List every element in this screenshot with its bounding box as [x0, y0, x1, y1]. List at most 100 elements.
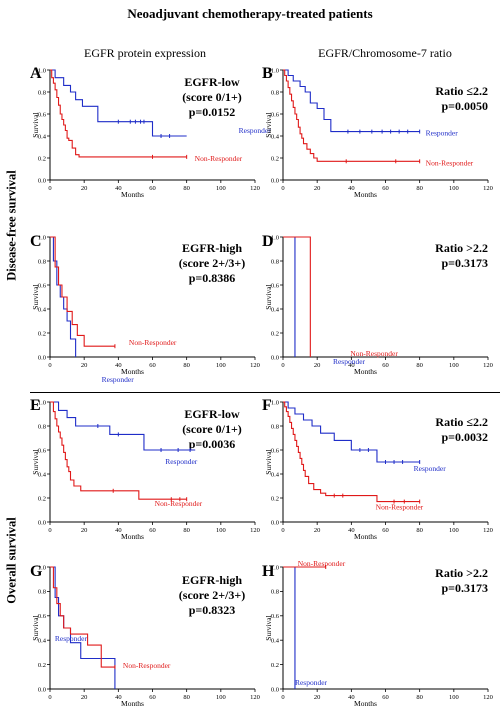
- km-curve-responder: [283, 236, 296, 357]
- x-tick-label: 60: [382, 362, 389, 369]
- y-tick-label: 1.0: [271, 564, 279, 571]
- km-panel-d: D 0 20 40 60 80 100 120 0.0 0.2 0.4 0.6 0.8 1.0 Months…: [262, 233, 493, 376]
- x-tick-label: 120: [250, 527, 260, 534]
- y-tick-label: 1.0: [38, 234, 46, 241]
- y-axis-label: Survival: [31, 112, 40, 137]
- series-label-responder: Responder: [333, 357, 366, 366]
- panel-annotation-line: (score 2+/3+): [179, 588, 245, 602]
- y-tick-label: 0.0: [271, 519, 279, 526]
- y-tick-label: 0.8: [38, 423, 46, 430]
- x-tick-label: 60: [149, 185, 156, 192]
- y-tick-label: 0.4: [38, 638, 47, 645]
- x-tick-label: 20: [81, 185, 88, 192]
- series-label-responder: Responder: [102, 375, 135, 384]
- panel-annotation-line: (score 0/1+): [182, 90, 242, 104]
- x-tick-label: 100: [216, 185, 226, 192]
- x-tick-label: 20: [81, 694, 88, 701]
- x-tick-label: 120: [483, 185, 493, 192]
- panel-annotation-line: Ratio ≤2.2: [435, 84, 488, 98]
- y-tick-label: 1.0: [38, 399, 46, 406]
- panel-annotation-line: EGFR-low: [184, 407, 240, 421]
- x-tick-label: 100: [216, 694, 226, 701]
- x-tick-label: 20: [314, 694, 321, 701]
- x-axis-label: Months: [354, 699, 377, 708]
- km-curve-responder: [283, 69, 420, 133]
- x-tick-label: 40: [115, 527, 122, 534]
- panel-letter-e: E: [30, 397, 41, 414]
- km-panel-g: G 0 20 40 60 80 100 120 0.0 0.2 0.4 0.6 0.8 1.0 Months…: [30, 563, 260, 708]
- km-panel-h: H 0 20 40 60 80 100 120 0.0 0.2 0.4 0.6 0.8 1.0 Months…: [262, 559, 493, 708]
- section-divider: [30, 392, 500, 393]
- x-tick-label: 60: [382, 694, 389, 701]
- km-curve-responder: [50, 69, 187, 137]
- km-curve-non-responder: [50, 236, 115, 347]
- panel-annotation-line: Ratio ≤2.2: [435, 415, 488, 429]
- y-tick-label: 0.0: [38, 354, 46, 361]
- x-axis-label: Months: [354, 190, 377, 199]
- x-tick-label: 40: [348, 185, 355, 192]
- y-tick-label: 0.6: [38, 613, 47, 620]
- series-label-non-responder: Non-Responder: [195, 154, 243, 163]
- y-tick-label: 0.6: [38, 111, 47, 118]
- km-curve-non-responder: [50, 566, 115, 668]
- panel-annotation-line: p=0.0152: [189, 105, 236, 119]
- y-axis-label: Survival: [264, 449, 273, 474]
- series-label-non-responder: Non-Responder: [129, 338, 177, 347]
- y-tick-label: 1.0: [271, 399, 279, 406]
- x-tick-label: 120: [483, 362, 493, 369]
- series-label-responder: Responder: [295, 678, 328, 687]
- panel-letter-d: D: [262, 233, 274, 250]
- y-axis-label: Survival: [264, 112, 273, 137]
- y-tick-label: 0.6: [271, 282, 280, 289]
- x-tick-label: 40: [115, 694, 122, 701]
- km-panel-b: B 0 20 40 60 80 100 120 0.0 0.2 0.4 0.6 0.8 1.0 Months…: [262, 65, 493, 199]
- y-tick-label: 0.0: [38, 686, 46, 693]
- series-label-non-responder: Non-Responder: [376, 503, 424, 512]
- x-axis-label: Months: [121, 367, 144, 376]
- y-tick-label: 0.8: [38, 258, 46, 265]
- x-tick-label: 0: [48, 362, 51, 369]
- x-axis-label: Months: [121, 699, 144, 708]
- y-tick-label: 0.4: [271, 638, 280, 645]
- y-tick-label: 0.0: [271, 686, 279, 693]
- x-tick-label: 0: [48, 527, 51, 534]
- y-tick-label: 0.4: [271, 133, 280, 140]
- series-label-non-responder: Non-Responder: [426, 158, 474, 167]
- y-tick-label: 0.6: [271, 613, 280, 620]
- series-label-non-responder: Non-Responder: [298, 559, 346, 568]
- km-panel-c: C 0 20 40 60 80 100 120 0.0 0.2 0.4 0.6 0.8 1.0 Months…: [30, 233, 260, 384]
- y-axis-label: Survival: [31, 615, 40, 640]
- series-label-responder: Responder: [165, 457, 198, 466]
- y-tick-label: 0.0: [38, 177, 46, 184]
- x-tick-label: 60: [382, 185, 389, 192]
- x-axis-label: Months: [121, 532, 144, 541]
- panel-letter-h: H: [262, 563, 275, 580]
- series-label-responder: Responder: [414, 464, 447, 473]
- panel-letter-f: F: [262, 397, 272, 414]
- y-tick-label: 0.0: [271, 354, 279, 361]
- x-tick-label: 40: [348, 527, 355, 534]
- y-tick-label: 0.8: [271, 589, 279, 596]
- y-tick-label: 0.2: [271, 155, 279, 162]
- series-label-non-responder: Non-Responder: [123, 661, 171, 670]
- column-header-egfr-protein: EGFR protein expression: [84, 46, 206, 60]
- x-tick-label: 100: [449, 362, 459, 369]
- y-tick-label: 0.6: [271, 447, 280, 454]
- y-tick-label: 0.6: [271, 111, 280, 118]
- y-tick-label: 0.2: [38, 495, 46, 502]
- x-tick-label: 80: [183, 694, 190, 701]
- x-tick-label: 20: [314, 185, 321, 192]
- y-tick-label: 0.8: [271, 258, 279, 265]
- panel-letter-b: B: [262, 65, 273, 82]
- panel-annotation-line: EGFR-high: [182, 241, 242, 255]
- series-label-non-responder: Non-Responder: [155, 499, 203, 508]
- km-curve-responder: [50, 566, 116, 689]
- panel-letter-c: C: [30, 233, 42, 250]
- y-tick-label: 0.4: [271, 306, 280, 313]
- km-curve-non-responder: [283, 401, 420, 503]
- x-tick-label: 80: [416, 527, 423, 534]
- y-tick-label: 0.8: [271, 89, 279, 96]
- panel-letter-a: A: [30, 65, 42, 82]
- panel-annotation-line: p=0.3173: [441, 581, 488, 595]
- y-tick-label: 0.8: [38, 89, 46, 96]
